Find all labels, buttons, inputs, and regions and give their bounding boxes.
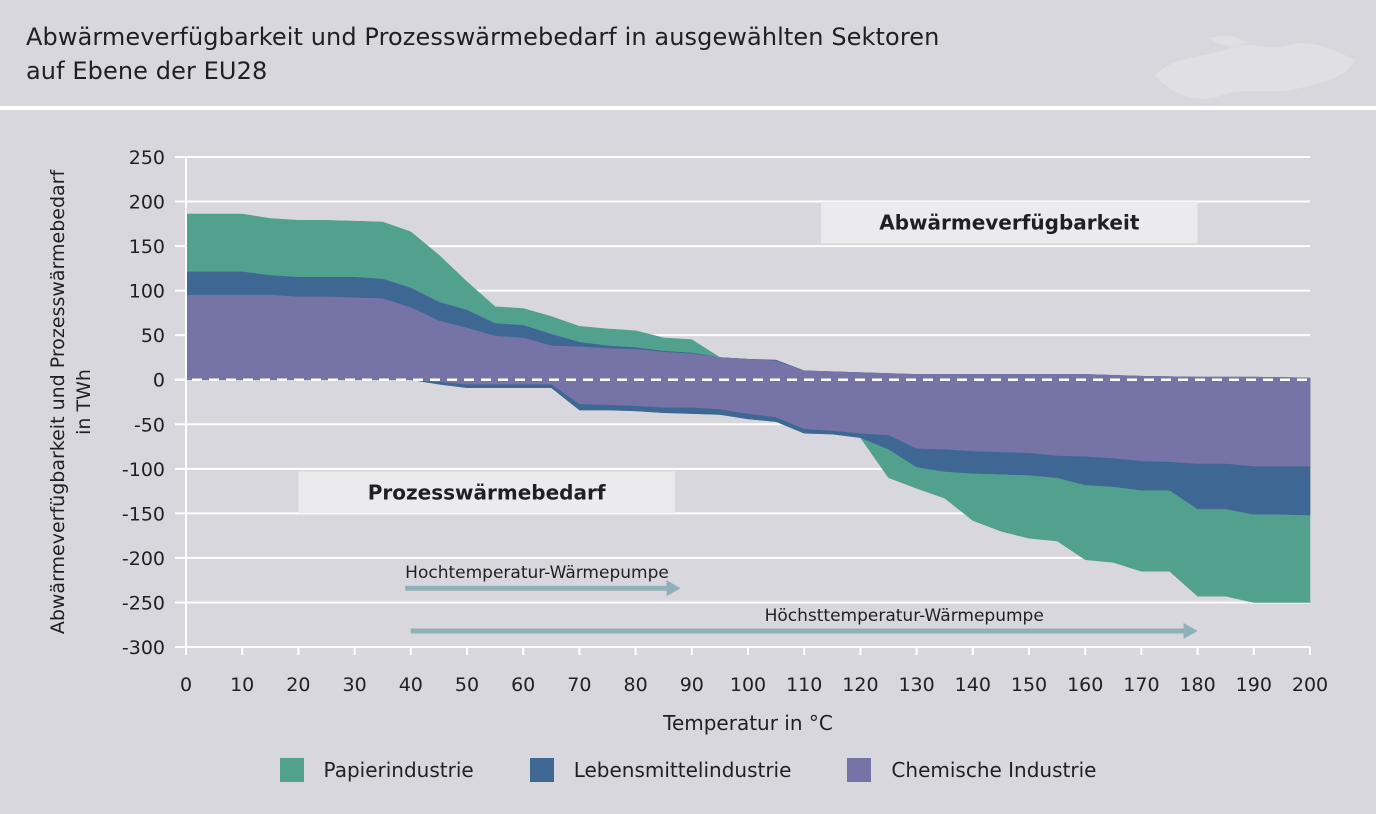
- y-tick-label: -300: [122, 637, 165, 659]
- x-tick-label: 150: [1011, 674, 1047, 696]
- x-tick-label: 170: [1123, 674, 1159, 696]
- x-tick-label: 190: [1236, 674, 1272, 696]
- area-chemie-supply: [185, 294, 1311, 380]
- arrow-label: Höchsttemperatur-Wärmepumpe: [765, 606, 1044, 626]
- x-tick-label: 20: [286, 674, 310, 696]
- y-tick-label: -250: [122, 592, 165, 614]
- x-tick-label: 60: [511, 674, 535, 696]
- legend-label-chemie: Chemische Industrie: [891, 758, 1097, 782]
- label-box-text: Abwärmeverfügbarkeit: [879, 210, 1140, 234]
- legend: Papierindustrie Lebensmittelindustrie Ch…: [0, 758, 1376, 782]
- y-tick-label: -150: [122, 503, 165, 525]
- legend-label-papier: Papierindustrie: [323, 758, 474, 782]
- x-tick-label: 100: [730, 674, 766, 696]
- legend-label-lebensmittel: Lebensmittelindustrie: [573, 758, 792, 782]
- y-tick-label: 200: [129, 192, 165, 214]
- x-tick-label: 50: [455, 674, 479, 696]
- heat-pump-arrows: Hochtemperatur-Wärmepumpe Höchsttemperatu…: [405, 563, 1198, 639]
- header-divider: [0, 106, 1376, 110]
- legend-swatch-papier: [279, 758, 304, 782]
- x-tick-label: 110: [786, 674, 822, 696]
- x-tick-label: 160: [1067, 674, 1103, 696]
- chart-title-line-2: auf Ebene der EU28: [26, 57, 268, 85]
- axes: 250 200 150 100 50 0 -50 -100 -150 -200 -250 -300 0 1…: [122, 147, 1328, 696]
- x-tick-label: 0: [180, 674, 192, 696]
- label-box: [298, 471, 675, 514]
- x-tick-label: 40: [399, 674, 423, 696]
- y-tick-label: 100: [129, 281, 165, 303]
- chart-title-line-1: Abwärmeverfügbarkeit und Prozesswärmebed…: [26, 23, 940, 51]
- legend-item-papier: Papierindustrie: [279, 758, 474, 782]
- y-tick-label: -100: [122, 459, 165, 481]
- x-axis-label: Temperatur in °C: [662, 711, 833, 735]
- y-axis-label-line-1: Abwärmeverfügbarkeit und Prozesswärmebed…: [47, 169, 69, 635]
- arrow-label: Hochtemperatur-Wärmepumpe: [405, 563, 669, 583]
- y-axis-label-line-2: in TWh: [73, 369, 95, 435]
- x-tick-label: 80: [624, 674, 648, 696]
- label-box: [821, 201, 1198, 244]
- x-tick-label: 140: [955, 674, 991, 696]
- area-series: [185, 213, 1311, 603]
- legend-item-chemie: Chemische Industrie: [847, 758, 1096, 782]
- y-tick-label: 150: [129, 236, 165, 258]
- y-tick-label: -50: [134, 414, 165, 436]
- arrow-head-icon: [1183, 622, 1198, 639]
- legend-swatch-chemie: [847, 758, 872, 782]
- x-tick-label: 90: [680, 674, 704, 696]
- x-tick-label: 200: [1292, 674, 1328, 696]
- legend-swatch-lebensmittel: [529, 758, 554, 782]
- chart-area: Abwärmeverfügbarkeit Prozesswärmebedarf 2…: [47, 147, 1328, 735]
- y-tick-label: 0: [153, 370, 165, 392]
- chart-title: Abwärmeverfügbarkeit und Prozesswärmebed…: [26, 20, 939, 88]
- x-tick-label: 70: [567, 674, 591, 696]
- x-tick-label: 10: [230, 674, 254, 696]
- y-tick-label: -200: [122, 548, 165, 570]
- x-tick-label: 130: [898, 674, 934, 696]
- x-tick-label: 30: [343, 674, 367, 696]
- label-box-text: Prozesswärmebedarf: [368, 480, 606, 504]
- y-tick-label: 250: [129, 147, 165, 169]
- y-tick-label: 50: [141, 325, 165, 347]
- label-boxes: Abwärmeverfügbarkeit Prozesswärmebedarf: [298, 201, 1198, 514]
- faded-map-logo-icon: [1155, 35, 1355, 99]
- area-chemie-demand: [185, 379, 1311, 467]
- legend-item-lebensmittel: Lebensmittelindustrie: [529, 758, 792, 782]
- arrow-head-icon: [666, 580, 681, 597]
- x-tick-label: 120: [842, 674, 878, 696]
- x-tick-label: 180: [1179, 674, 1215, 696]
